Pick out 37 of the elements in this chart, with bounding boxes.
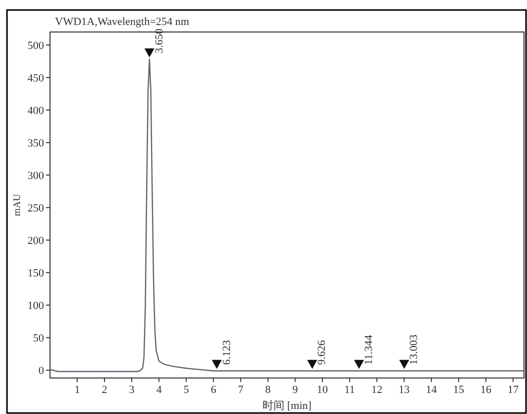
y-tick-label: 0	[38, 365, 44, 378]
chart-title: VWD1A,Wavelength=254 nm	[55, 16, 190, 28]
y-tick-label: 500	[28, 40, 44, 52]
x-tick-label: 10	[316, 384, 328, 396]
x-tick-label: 4	[156, 384, 162, 396]
x-tick-label: 11	[344, 384, 355, 396]
x-tick-label: 8	[265, 384, 272, 396]
x-tick-label: 2	[102, 384, 108, 396]
y-tick-label: 300	[28, 170, 44, 182]
y-tick-label: 150	[28, 268, 44, 280]
x-tick-label: 5	[183, 384, 190, 396]
x-tick-label: 7	[238, 384, 244, 396]
x-tick-label: 6	[210, 384, 217, 396]
y-tick-label: 250	[28, 202, 44, 215]
x-tick-label: 14	[426, 384, 438, 396]
annotation: 13.003	[408, 334, 420, 365]
y-tick-label: 50	[33, 332, 44, 345]
x-tick-label: 13	[398, 384, 410, 396]
y-tick-label: 400	[28, 105, 44, 118]
y-tick-label: 100	[28, 300, 44, 312]
annotation: 6.123	[220, 340, 233, 365]
x-tick-label: 17	[508, 384, 520, 396]
y-tick-label: 450	[28, 72, 44, 85]
y-tick-label: 200	[28, 235, 44, 248]
x-tick-label: 1	[74, 384, 80, 396]
x-tick-label: 15	[453, 384, 465, 396]
y-axis-title: mAU	[12, 193, 23, 216]
annotation: 3.650	[153, 28, 166, 54]
x-axis-title: 时间 [min]	[262, 399, 312, 412]
x-tick-label: 9	[292, 384, 298, 396]
annotation: 11.344	[363, 334, 376, 365]
line-series	[49, 58, 525, 372]
annotation: 9.626	[316, 340, 328, 365]
y-tick-label: 350	[28, 138, 44, 150]
x-tick-label: 3	[128, 384, 135, 396]
x-tick-label: 12	[371, 384, 382, 396]
x-tick-label: 16	[480, 384, 492, 396]
